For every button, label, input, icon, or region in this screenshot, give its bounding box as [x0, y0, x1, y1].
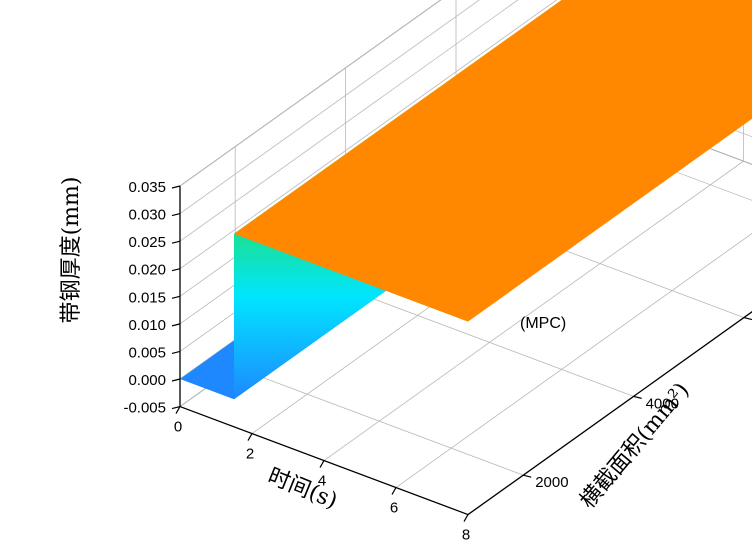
z-tick-mark — [171, 405, 181, 410]
grid-line-z — [179, 0, 442, 187]
z-tick-label: 0.000 — [128, 372, 166, 389]
x-tick-label: 8 — [462, 527, 470, 544]
z-tick-label: 0.035 — [128, 179, 166, 196]
x-tick-mark — [319, 460, 325, 468]
z-axis-title: 带钢厚度(mm) — [59, 177, 84, 324]
y-tick-mark — [633, 395, 642, 399]
z-tick-mark — [171, 240, 181, 244]
z-tick-label: 0.005 — [128, 344, 166, 361]
y-tick-label: 4000 — [646, 395, 679, 412]
z-tick-label: 0.010 — [128, 317, 166, 334]
z-tick-mark — [171, 323, 181, 327]
x-tick-label: 4 — [318, 473, 326, 490]
z-tick-label: 0.020 — [128, 262, 166, 279]
x-axis-title: 时间(s) — [264, 464, 341, 514]
annotation-label: (MPC) — [520, 315, 566, 332]
z-tick-label: 0.030 — [128, 207, 166, 224]
z-tick-mark — [171, 378, 181, 382]
x-tick-mark — [391, 487, 397, 495]
y-tick-mark — [523, 474, 532, 478]
x-tick-label: 6 — [390, 500, 398, 517]
grid-line-z — [179, 0, 558, 270]
surface-high-plateau — [234, 0, 752, 322]
grid-line-z — [179, 0, 480, 214]
x-tick-mark — [175, 406, 181, 414]
z-tick-mark — [171, 212, 181, 217]
z-tick-mark — [171, 350, 181, 355]
x-tick-label: 2 — [246, 446, 254, 463]
z-tick-mark — [171, 268, 181, 272]
tick-labels: -0.005 0.000 0.005 0.010 0.015 0.020 0.025 0.03… — [123, 179, 752, 544]
x-tick-mark — [463, 514, 469, 522]
grid-line-x — [395, 232, 752, 488]
z-tick-label: 0.015 — [128, 289, 166, 306]
z-tick-label: 0.025 — [128, 234, 166, 251]
x-tick-mark — [247, 433, 253, 441]
y-tick-mark — [743, 316, 752, 321]
surface — [180, 0, 752, 400]
grid-line-x — [323, 160, 744, 461]
y-axis-line — [467, 311, 752, 516]
grid-line-y — [345, 287, 634, 397]
z-tick-mark — [171, 185, 181, 189]
y-axis-title: 横截面积(mm²) — [575, 378, 694, 513]
grid-line-z — [179, 0, 519, 242]
x-tick-label: 0 — [174, 419, 182, 436]
grid-line-y — [235, 366, 524, 476]
z-tick-mark — [171, 295, 181, 299]
y-tick-label: 2000 — [535, 474, 568, 491]
z-tick-label: -0.005 — [123, 400, 166, 417]
